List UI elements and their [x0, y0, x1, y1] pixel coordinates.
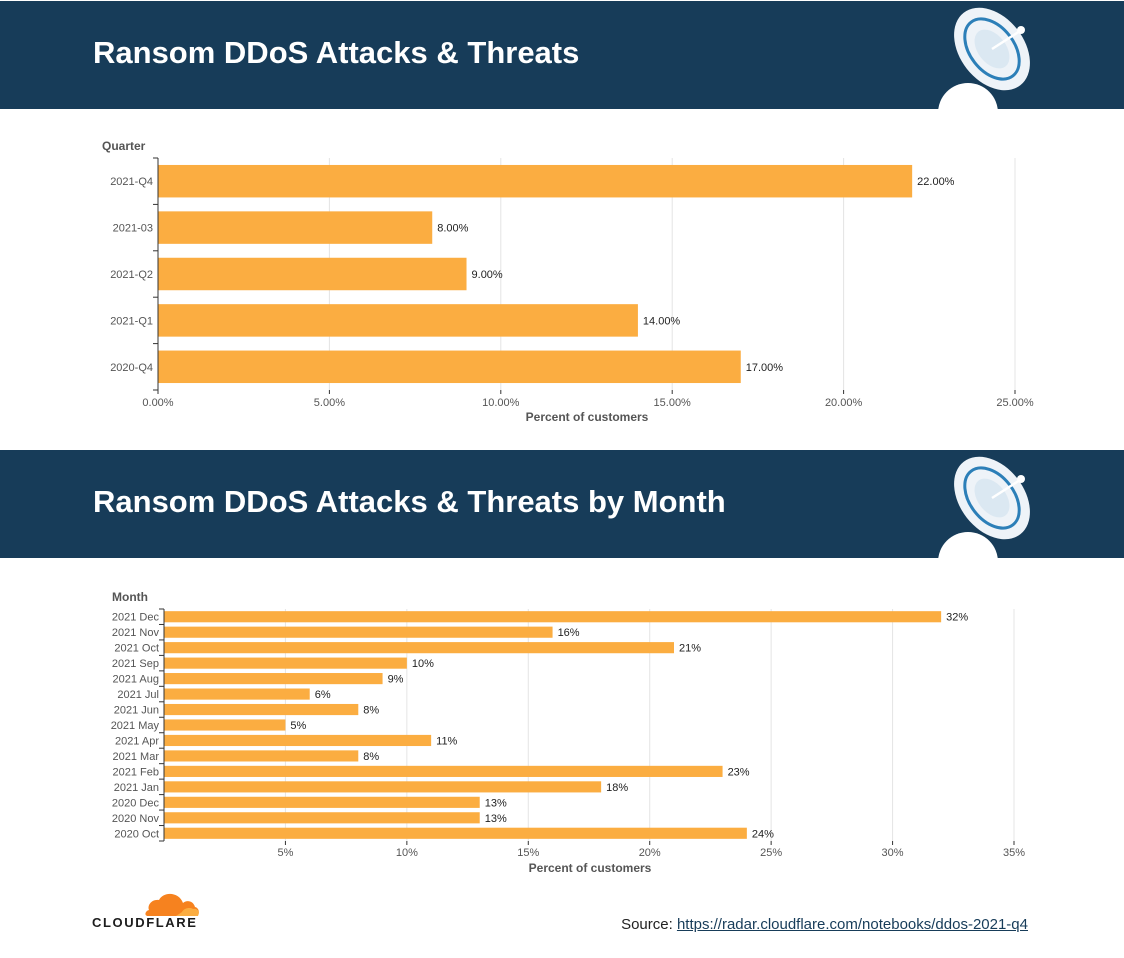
x-tick-label: 25% [760, 847, 782, 859]
y-tick-label: 2021 Apr [115, 735, 159, 747]
bar [164, 611, 942, 623]
bar [164, 750, 359, 762]
bar-value-label: 22.00% [917, 176, 955, 188]
x-axis-title: Percent of customers [529, 861, 652, 875]
top-banner-title: Ransom DDoS Attacks & Threats [93, 35, 580, 70]
bar-value-label: 11% [436, 735, 457, 747]
x-tick-label: 15.00% [654, 397, 692, 409]
x-tick-label: 10% [396, 847, 418, 859]
bar [164, 781, 602, 793]
cloudflare-cloud-icon [145, 893, 199, 916]
bar-value-label: 24% [752, 828, 774, 840]
bar [164, 734, 432, 747]
bar-value-label: 6% [315, 689, 331, 701]
y-tick-label: 2021 Jul [117, 689, 159, 701]
y-tick-label: 2020-Q4 [110, 362, 153, 374]
bar [164, 719, 286, 731]
y-tick-label: 2021 Mar [113, 751, 160, 763]
x-tick-label: 25.00% [996, 397, 1034, 409]
source-label: Source: [621, 916, 673, 933]
source-link[interactable]: https://radar.cloudflare.com/notebooks/d… [676, 916, 1028, 933]
y-tick-label: 2021 Sep [112, 658, 159, 670]
bar [158, 211, 433, 244]
y-axis-title: Quarter [102, 139, 146, 153]
bar [164, 626, 553, 638]
y-tick-label: 2021-Q2 [110, 269, 153, 281]
bar [164, 642, 674, 654]
bar [164, 796, 480, 808]
quarterly-bar-chart: Quarter Percent of customers 22.00% 8.00%… [102, 139, 1034, 424]
bar [164, 657, 407, 669]
bar-value-label: 8% [363, 751, 379, 763]
source-line: Source: https://radar.cloudflare.com/not… [621, 916, 1028, 933]
bottom-banner-title: Ransom DDoS Attacks & Threats by Month [93, 484, 726, 519]
bar-value-label: 5% [290, 720, 306, 732]
x-tick-label: 35% [1003, 847, 1025, 859]
y-tick-label: 2020 Nov [112, 813, 160, 825]
bar [164, 765, 723, 777]
x-axis-title: Percent of customers [526, 410, 649, 424]
bar-value-label: 14.00% [643, 315, 681, 327]
x-tick-label: 0.00% [142, 397, 173, 409]
y-tick-label: 2021 Jan [114, 782, 159, 794]
bar [164, 688, 310, 700]
bar [164, 673, 383, 685]
bar [164, 812, 480, 824]
bar [164, 703, 359, 716]
bar-value-label: 10% [412, 658, 434, 670]
y-tick-label: 2021 Nov [112, 627, 160, 639]
bar-value-label: 13% [485, 797, 507, 809]
y-tick-label: 2020 Dec [112, 797, 160, 809]
cloudflare-logo-text: CLOUDFLARE [92, 915, 198, 930]
monthly-bar-chart: Month Percent of customers 32% 16% 21% 10% 9… [111, 590, 1026, 875]
bar-value-label: 32% [946, 612, 968, 624]
x-tick-label: 20.00% [825, 397, 863, 409]
y-tick-label: 2020 Oct [114, 828, 159, 840]
y-tick-label: 2021 Feb [113, 766, 159, 778]
top-banner: Ransom DDoS Attacks & Threats [0, 1, 1124, 109]
y-tick-label: 2021-Q1 [110, 315, 153, 327]
bar-value-label: 18% [606, 782, 628, 794]
x-tick-label: 5% [277, 847, 293, 859]
bar-value-label: 8.00% [437, 223, 468, 235]
bar [158, 257, 467, 291]
bar-value-label: 21% [679, 643, 701, 655]
bar-value-label: 16% [558, 627, 580, 639]
bar [158, 164, 913, 198]
y-tick-label: 2021 Aug [113, 674, 160, 686]
x-tick-label: 5.00% [314, 397, 345, 409]
bar-value-label: 8% [363, 705, 379, 717]
y-tick-label: 2021-Q4 [110, 176, 153, 188]
satellite-dish-icon [938, 7, 1030, 109]
x-tick-label: 10.00% [482, 397, 520, 409]
y-tick-label: 2021 Jun [114, 705, 159, 717]
y-tick-label: 2021 Dec [112, 612, 160, 624]
y-tick-label: 2021-03 [113, 223, 153, 235]
bar [164, 827, 747, 839]
x-tick-label: 15% [517, 847, 539, 859]
bar [158, 304, 638, 337]
satellite-dish-icon [938, 456, 1030, 558]
y-axis-title: Month [112, 590, 148, 604]
bar-value-label: 9% [388, 674, 404, 686]
x-tick-label: 20% [639, 847, 661, 859]
bar-value-label: 13% [485, 813, 507, 825]
bar-value-label: 9.00% [472, 269, 503, 281]
y-tick-label: 2021 May [111, 720, 160, 732]
x-tick-label: 30% [882, 847, 904, 859]
bar [158, 350, 741, 384]
bar-value-label: 23% [728, 766, 750, 778]
y-tick-label: 2021 Oct [114, 643, 159, 655]
bar-value-label: 17.00% [746, 362, 784, 374]
bottom-banner: Ransom DDoS Attacks & Threats by Month [0, 450, 1124, 558]
